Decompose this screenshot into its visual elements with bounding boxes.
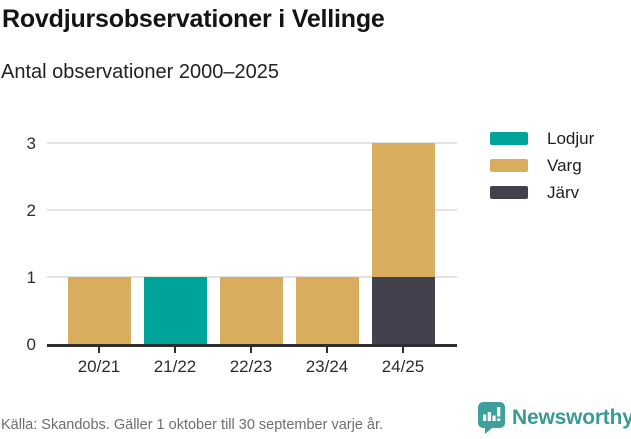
- bar-segment-varg: [219, 277, 283, 344]
- x-axis-tick-label: 21/22: [153, 357, 197, 376]
- chart-legend: Lodjur Varg Järv: [490, 128, 630, 212]
- bar-segment-varg: [67, 277, 131, 344]
- x-axis-tick-label: 20/21: [77, 357, 121, 376]
- x-axis-tick-label: 23/24: [305, 357, 349, 376]
- legend-item-jarv: Järv: [490, 182, 630, 202]
- x-axis-tick: [402, 347, 404, 353]
- newsworthy-logo-icon: [478, 402, 505, 434]
- legend-item-varg: Varg: [490, 155, 630, 175]
- x-axis-tick: [250, 347, 252, 353]
- legend-item-lodjur: Lodjur: [490, 128, 630, 148]
- gridline: [47, 209, 457, 211]
- x-axis-tick: [326, 347, 328, 353]
- source-note: Källa: Skandobs. Gäller 1 oktober till 3…: [1, 417, 384, 433]
- x-axis-tick-label: 22/23: [229, 357, 273, 376]
- x-axis-tick: [98, 347, 100, 353]
- legend-swatch-jarv: [490, 186, 528, 199]
- y-axis-tick-label: 1: [26, 268, 36, 287]
- y-axis-tick-label: 0: [26, 335, 36, 354]
- y-axis-tick-label: 2: [26, 201, 36, 220]
- legend-label: Varg: [547, 155, 582, 175]
- legend-swatch-varg: [490, 159, 528, 172]
- x-axis-tick: [174, 347, 176, 353]
- x-axis-line: [47, 344, 457, 347]
- chart-title: Rovdjursobservationer i Vellinge: [2, 5, 385, 33]
- legend-swatch-lodjur: [490, 132, 528, 145]
- y-axis-tick-label: 3: [26, 134, 36, 153]
- bar-segment-lodjur: [143, 277, 207, 344]
- chart-subtitle: Antal observationer 2000–2025: [1, 61, 279, 83]
- newsworthy-brand: Newsworthy: [478, 402, 631, 434]
- newsworthy-wordmark: Newsworthy: [512, 406, 631, 429]
- gridline: [47, 142, 457, 144]
- legend-label: Järv: [547, 182, 580, 202]
- x-axis-tick-label: 24/25: [381, 357, 425, 376]
- bar-segment-varg: [371, 143, 435, 277]
- bar-segment-varg: [295, 277, 359, 344]
- bar-segment-järv: [371, 277, 435, 344]
- legend-label: Lodjur: [547, 128, 595, 148]
